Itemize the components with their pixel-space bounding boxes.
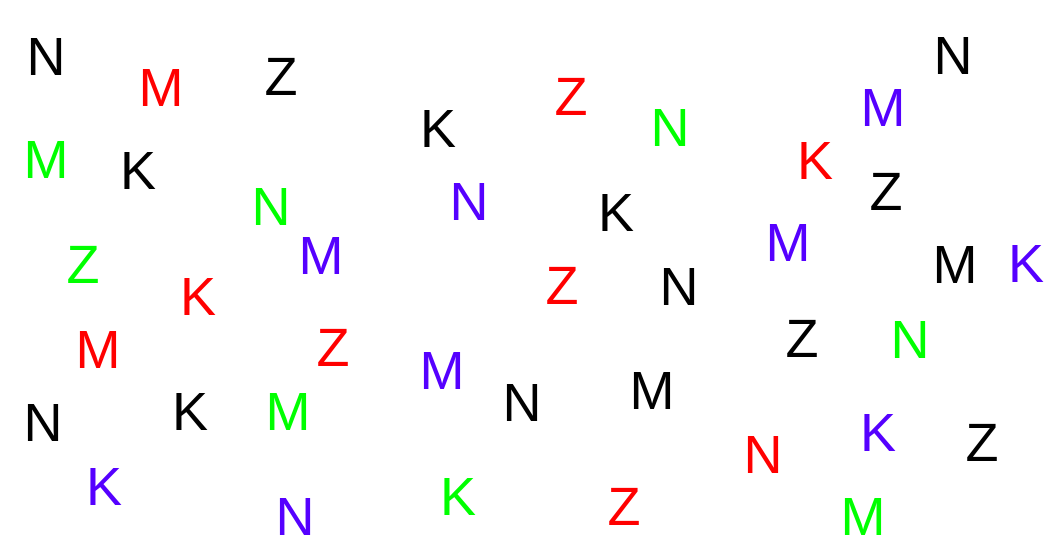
letter-z-black: Z bbox=[965, 413, 999, 473]
letter-k-black: K bbox=[171, 382, 209, 442]
letter-m-red: M bbox=[75, 320, 121, 380]
letter-n-black: N bbox=[659, 257, 699, 317]
letter-z-red: Z bbox=[316, 318, 350, 378]
letter-z-red: Z bbox=[554, 67, 588, 127]
letter-k-red: K bbox=[796, 131, 834, 191]
letter-m-purple: M bbox=[765, 213, 811, 273]
letter-k-red: K bbox=[179, 267, 217, 327]
letter-m-black: M bbox=[932, 235, 978, 295]
letter-k-purple: K bbox=[859, 403, 897, 463]
letter-n-red: N bbox=[743, 425, 783, 485]
letter-n-black: N bbox=[502, 373, 542, 433]
letter-k-purple: K bbox=[1007, 234, 1045, 294]
letter-m-green: M bbox=[840, 487, 886, 547]
letter-k-black: K bbox=[119, 141, 157, 201]
letter-z-green: Z bbox=[66, 235, 100, 295]
letter-n-black: N bbox=[26, 27, 66, 87]
letter-z-black: Z bbox=[869, 162, 903, 222]
letter-m-purple: M bbox=[298, 226, 344, 286]
letter-z-red: Z bbox=[545, 256, 579, 316]
letter-k-black: K bbox=[419, 99, 457, 159]
letter-m-purple: M bbox=[860, 78, 906, 138]
letter-m-purple: M bbox=[419, 341, 465, 401]
letter-n-green: N bbox=[251, 177, 291, 237]
letter-k-green: K bbox=[439, 467, 477, 527]
letter-n-black: N bbox=[23, 393, 63, 453]
letter-m-black: M bbox=[629, 361, 675, 421]
letter-m-red: M bbox=[138, 58, 184, 118]
letter-m-green: M bbox=[23, 130, 69, 190]
letter-n-green: N bbox=[890, 310, 930, 370]
letter-n-green: N bbox=[650, 98, 690, 158]
letter-n-purple: N bbox=[275, 487, 315, 547]
letter-z-red: Z bbox=[607, 477, 641, 537]
letter-z-black: Z bbox=[785, 309, 819, 369]
letter-k-purple: K bbox=[85, 457, 123, 517]
letter-z-black: Z bbox=[264, 47, 298, 107]
letter-n-purple: N bbox=[449, 172, 489, 232]
letter-n-black: N bbox=[933, 26, 973, 86]
letter-k-black: K bbox=[597, 183, 635, 243]
letter-m-green: M bbox=[265, 382, 311, 442]
